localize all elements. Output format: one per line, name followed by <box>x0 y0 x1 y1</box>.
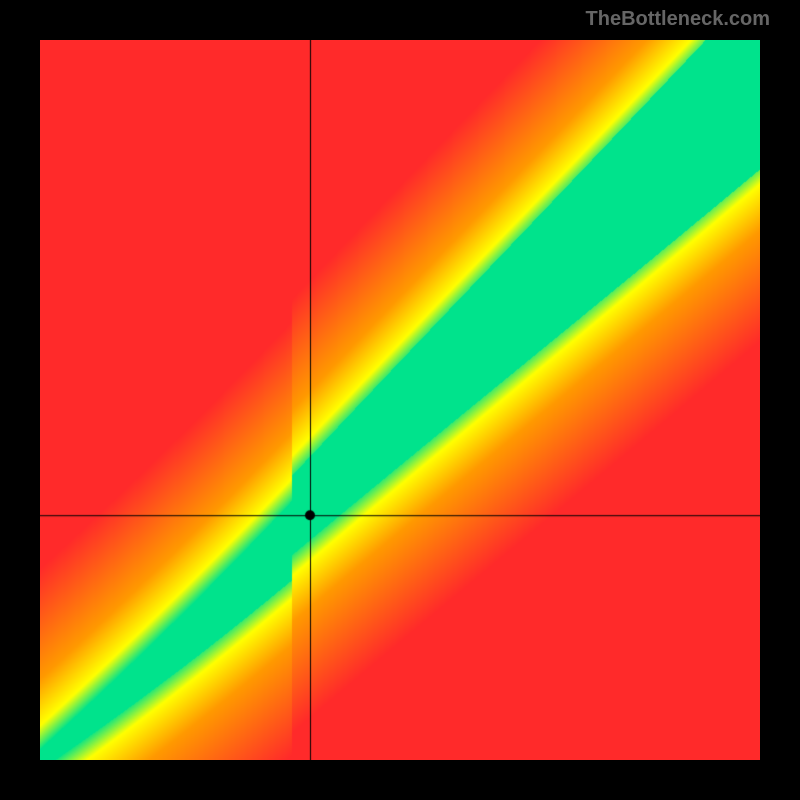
plot-area <box>40 40 760 760</box>
chart-container: TheBottleneck.com <box>0 0 800 800</box>
heatmap-canvas <box>40 40 760 760</box>
attribution-text: TheBottleneck.com <box>586 8 770 31</box>
